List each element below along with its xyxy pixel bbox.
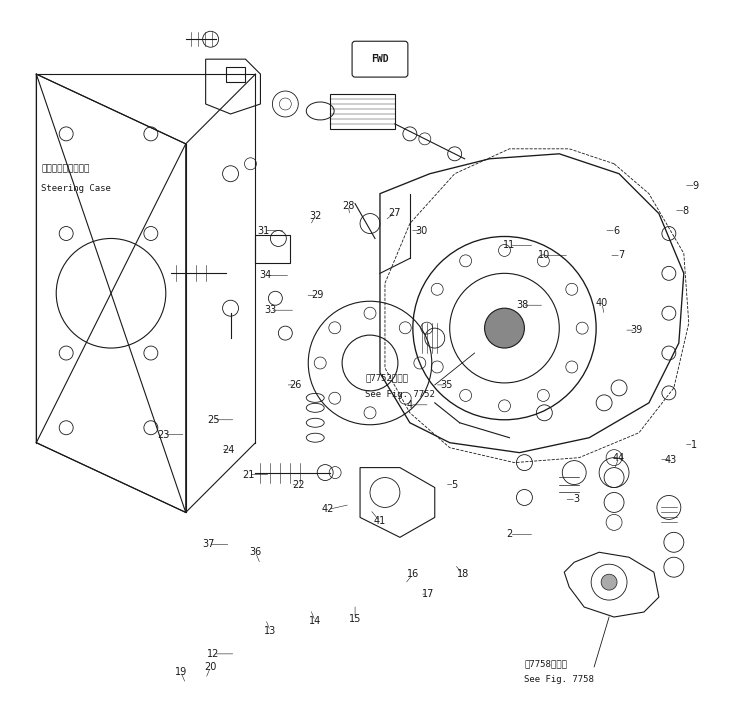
- Text: See Fig. 7752: See Fig. 7752: [365, 390, 435, 399]
- Text: 4: 4: [407, 400, 413, 410]
- Text: 15: 15: [349, 614, 362, 624]
- Text: 7: 7: [618, 250, 624, 260]
- Text: 第7752図参照: 第7752図参照: [365, 374, 408, 382]
- Text: 35: 35: [441, 380, 453, 390]
- Text: 22: 22: [292, 479, 305, 489]
- Text: 34: 34: [259, 270, 272, 281]
- Text: FWD: FWD: [371, 54, 388, 64]
- Text: 40: 40: [596, 298, 608, 308]
- Text: 21: 21: [242, 469, 255, 479]
- Circle shape: [601, 574, 617, 590]
- Text: 36: 36: [249, 547, 261, 557]
- Text: 23: 23: [158, 429, 170, 440]
- Text: 16: 16: [406, 569, 419, 579]
- Text: 20: 20: [205, 662, 217, 672]
- Text: 37: 37: [202, 539, 215, 549]
- Text: 30: 30: [415, 226, 428, 236]
- Text: 8: 8: [683, 205, 689, 215]
- Text: 27: 27: [388, 208, 401, 218]
- Text: 28: 28: [342, 200, 354, 210]
- Text: See Fig. 7758: See Fig. 7758: [524, 675, 595, 684]
- Text: 44: 44: [613, 453, 625, 463]
- Text: 43: 43: [665, 455, 677, 465]
- Text: 41: 41: [374, 516, 386, 526]
- Text: ステアリングケース: ステアリングケース: [41, 164, 90, 174]
- Bar: [255, 236, 291, 263]
- Text: 2: 2: [506, 529, 512, 539]
- Text: 13: 13: [264, 626, 276, 636]
- Text: 38: 38: [516, 300, 529, 310]
- Text: 31: 31: [257, 226, 270, 236]
- FancyBboxPatch shape: [352, 41, 408, 77]
- Text: Steering Case: Steering Case: [41, 184, 111, 193]
- Text: 17: 17: [421, 589, 434, 599]
- Bar: [226, 67, 246, 82]
- Bar: [330, 94, 395, 129]
- Text: 42: 42: [322, 505, 335, 515]
- Text: 39: 39: [630, 325, 642, 335]
- Text: 6: 6: [613, 226, 619, 236]
- Text: 5: 5: [452, 479, 458, 489]
- Text: 14: 14: [309, 616, 321, 626]
- Text: 18: 18: [456, 569, 469, 579]
- Text: 25: 25: [208, 415, 220, 425]
- Text: 9: 9: [692, 181, 699, 191]
- Text: 第7758図参照: 第7758図参照: [524, 659, 568, 668]
- Text: 19: 19: [175, 667, 187, 677]
- Text: 24: 24: [223, 445, 235, 455]
- Text: 10: 10: [539, 250, 551, 260]
- Text: 11: 11: [503, 241, 515, 250]
- Text: 1: 1: [691, 440, 697, 450]
- Text: 33: 33: [264, 305, 276, 315]
- Text: 29: 29: [311, 290, 323, 300]
- Text: 26: 26: [289, 380, 302, 390]
- Text: 32: 32: [309, 210, 321, 221]
- Text: 12: 12: [208, 649, 220, 659]
- Text: 3: 3: [573, 495, 579, 505]
- Circle shape: [485, 308, 524, 348]
